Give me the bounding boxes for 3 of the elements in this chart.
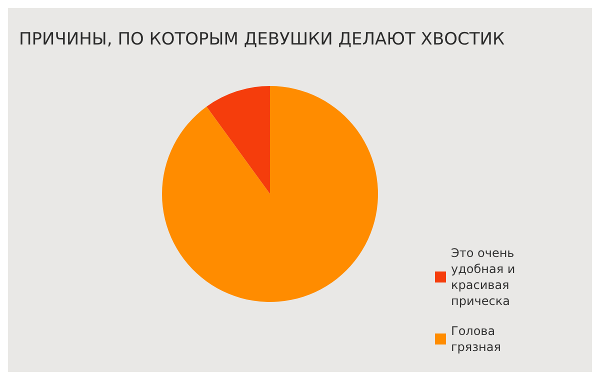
legend-label: Это очень удобная и красивая прическа [451,246,519,308]
legend-label: Голова грязная [451,324,501,354]
chart-title: ПРИЧИНЫ, ПО КОТОРЫМ ДЕВУШКИ ДЕЛАЮТ ХВОСТИК [19,30,505,50]
